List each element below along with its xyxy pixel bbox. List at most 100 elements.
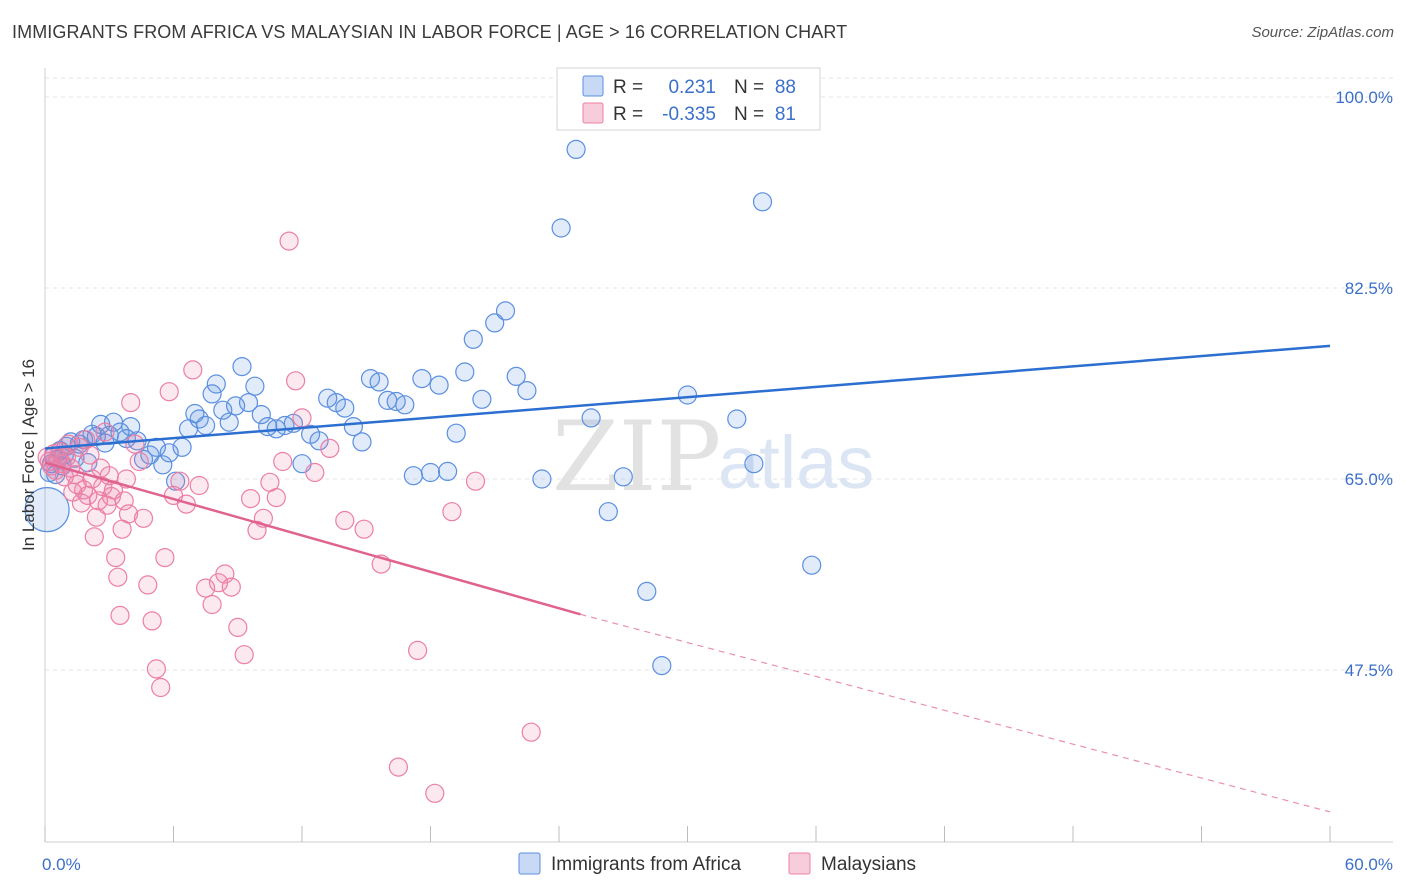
africa-point-64 bbox=[420, 462, 441, 483]
africa-point-73 bbox=[506, 366, 526, 386]
africa-point-44 bbox=[251, 405, 271, 425]
watermark-atlas: atlas bbox=[718, 421, 874, 504]
africa-point-54 bbox=[335, 398, 355, 418]
legend-swatch-africa bbox=[582, 75, 604, 97]
malaysians-point-72 bbox=[335, 510, 355, 531]
legend-n-value-malaysians: 81 bbox=[775, 104, 796, 125]
africa-point-86 bbox=[752, 192, 773, 212]
malaysians-point-47 bbox=[155, 547, 175, 568]
malaysians-point-41 bbox=[129, 451, 149, 472]
legend-n-label-africa: N = bbox=[734, 77, 764, 98]
africa-point-35 bbox=[196, 415, 216, 436]
malaysians-point-61 bbox=[241, 489, 261, 509]
africa-point-67 bbox=[446, 423, 466, 443]
africa-point-61 bbox=[395, 395, 415, 415]
africa-point-43 bbox=[245, 376, 265, 396]
malaysians-point-23 bbox=[86, 507, 107, 527]
bottom-legend-swatch-africa bbox=[518, 852, 541, 875]
y-tick-label-2: 65.0% bbox=[1345, 470, 1393, 489]
malaysians-point-79 bbox=[465, 471, 486, 491]
africa-point-81 bbox=[637, 581, 657, 602]
y-tick-labels: 100.0% 82.5% 65.0% 47.5% bbox=[1335, 88, 1393, 680]
africa-point-72 bbox=[495, 301, 516, 321]
malaysians-point-77 bbox=[425, 783, 445, 803]
legend-n-value-africa: 88 bbox=[775, 77, 796, 98]
legend: R = 0.231 N = 88 R = -0.335 N = 81 bbox=[556, 67, 821, 131]
bottom-legend-label-malaysians: Malaysians bbox=[821, 854, 916, 875]
legend-n-label-malaysians: N = bbox=[734, 104, 764, 125]
bottom-legend-swatch-malaysians bbox=[788, 852, 811, 875]
malaysians-point-34 bbox=[110, 605, 130, 626]
watermark-zip: ZIP bbox=[552, 401, 721, 513]
africa-point-38 bbox=[213, 400, 233, 420]
africa-point-83 bbox=[677, 385, 698, 405]
malaysians-point-44 bbox=[142, 611, 162, 631]
africa-point-69 bbox=[463, 329, 483, 349]
malaysians-point-80 bbox=[521, 722, 541, 742]
malaysians-point-33 bbox=[108, 567, 128, 587]
malaysians-point-55 bbox=[202, 594, 222, 615]
africa-point-66 bbox=[438, 461, 458, 481]
malaysians-point-62 bbox=[247, 520, 267, 540]
malaysians-point-38 bbox=[118, 504, 139, 524]
malaysians-point-73 bbox=[354, 519, 374, 539]
malaysians-point-78 bbox=[442, 502, 462, 522]
series-immigrants-from-africa bbox=[24, 139, 822, 676]
africa-point-37 bbox=[206, 374, 226, 394]
malaysians-point-68 bbox=[286, 371, 306, 391]
trend-line-malaysians-extension bbox=[580, 613, 1331, 813]
malaysians-point-66 bbox=[273, 451, 293, 472]
africa-point-75 bbox=[532, 469, 552, 489]
africa-point-55 bbox=[343, 417, 363, 437]
trend-line-malaysians bbox=[44, 461, 581, 616]
malaysians-point-48 bbox=[159, 382, 179, 402]
africa-point-42 bbox=[238, 393, 259, 413]
legend-r-value-malaysians: -0.335 bbox=[662, 104, 716, 125]
trend-lines bbox=[44, 344, 1331, 813]
malaysians-point-71 bbox=[320, 438, 340, 458]
africa-point-56 bbox=[352, 432, 372, 452]
trend-line-africa bbox=[44, 344, 1331, 450]
bottom-legend-label-africa: Immigrants from Africa bbox=[551, 854, 741, 875]
y-tick-label-0: 100.0% bbox=[1335, 88, 1393, 107]
africa-point-52 bbox=[318, 388, 338, 408]
africa-point-79 bbox=[598, 502, 618, 522]
malaysians-point-65 bbox=[266, 488, 286, 508]
y-tick-label-1: 82.5% bbox=[1345, 279, 1393, 298]
africa-point-87 bbox=[802, 555, 822, 575]
malaysians-point-75 bbox=[388, 757, 408, 777]
malaysians-point-42 bbox=[133, 508, 154, 528]
africa-point-77 bbox=[566, 139, 586, 159]
legend-r-label-africa: R = bbox=[613, 77, 643, 98]
malaysians-point-70 bbox=[305, 462, 325, 483]
malaysians-point-40 bbox=[125, 434, 145, 454]
malaysians-point-46 bbox=[151, 677, 171, 698]
y-axis-label: In Labor Force | Age > 16 bbox=[19, 359, 38, 551]
malaysians-point-59 bbox=[228, 617, 248, 638]
malaysians-point-67 bbox=[279, 231, 299, 251]
bottom-legend: Immigrants from Africa Malaysians bbox=[518, 852, 916, 875]
malaysians-point-43 bbox=[138, 575, 158, 595]
africa-point-76 bbox=[551, 218, 571, 238]
africa-point-36 bbox=[202, 384, 222, 404]
malaysians-point-32 bbox=[106, 547, 126, 568]
africa-point-30 bbox=[166, 471, 186, 491]
africa-point-58 bbox=[369, 372, 389, 392]
chart-title: IMMIGRANTS FROM AFRICA VS MALAYSIAN IN L… bbox=[12, 22, 848, 42]
series-malaysians bbox=[37, 231, 541, 803]
africa-point-28 bbox=[153, 455, 173, 475]
africa-point-82 bbox=[652, 655, 672, 676]
x-tick-label-max: 60.0% bbox=[1345, 855, 1393, 874]
legend-r-value-africa: 0.231 bbox=[668, 77, 716, 98]
africa-point-74 bbox=[517, 381, 537, 401]
africa-point-0 bbox=[24, 487, 70, 533]
malaysians-point-52 bbox=[183, 360, 203, 380]
africa-point-26 bbox=[140, 445, 160, 465]
legend-r-label-malaysians: R = bbox=[613, 104, 643, 125]
legend-swatch-malaysians bbox=[582, 102, 604, 124]
africa-point-65 bbox=[429, 375, 449, 395]
malaysians-point-45 bbox=[146, 659, 166, 679]
africa-point-84 bbox=[727, 409, 747, 429]
malaysians-point-27 bbox=[95, 422, 115, 442]
